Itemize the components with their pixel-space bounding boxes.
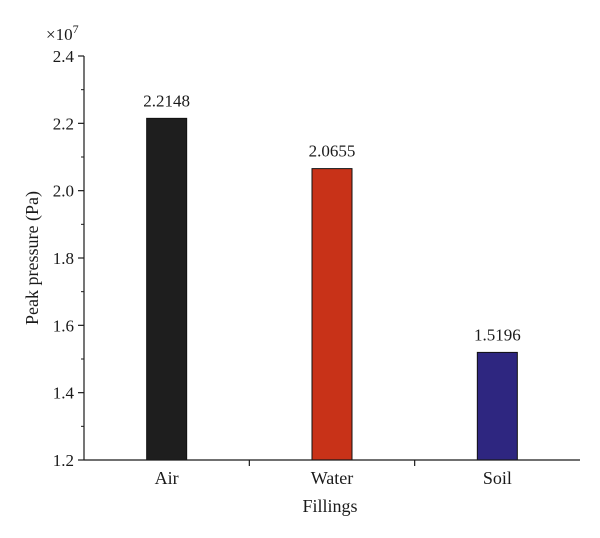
x-ticks-group: Air Water Soil bbox=[155, 460, 512, 488]
bar-soil bbox=[476, 351, 518, 461]
y-tick-label: 1.2 bbox=[53, 451, 74, 470]
y-tick-label: 2.0 bbox=[53, 182, 74, 201]
y-axis-multiplier: ×107 bbox=[46, 22, 79, 44]
x-axis-title: Fillings bbox=[302, 496, 357, 516]
bar-water bbox=[311, 168, 353, 461]
y-tick-label: 1.4 bbox=[53, 384, 75, 403]
y-ticks-group: 1.2 1.4 1.6 1.8 2.0 2.2 2.4 bbox=[53, 47, 84, 470]
x-tick-label-water: Water bbox=[311, 468, 354, 488]
data-labels-group: 2.2148 2.0655 1.5196 bbox=[143, 91, 520, 344]
y-axis-title: Peak pressure (Pa) bbox=[22, 191, 43, 325]
y-axis-multiplier-base: ×10 bbox=[46, 25, 73, 44]
bars-group bbox=[146, 117, 518, 461]
y-tick-label: 1.8 bbox=[53, 249, 74, 268]
x-tick-label-soil: Soil bbox=[483, 468, 512, 488]
x-tick-label-air: Air bbox=[155, 468, 179, 488]
y-axis-multiplier-exponent: 7 bbox=[73, 22, 79, 36]
y-tick-label: 2.2 bbox=[53, 114, 74, 133]
y-tick-label: 1.6 bbox=[53, 316, 74, 335]
data-label-soil: 1.5196 bbox=[474, 325, 521, 344]
y-tick-label: 2.4 bbox=[53, 47, 75, 66]
data-label-air: 2.2148 bbox=[143, 91, 190, 110]
bar-air bbox=[146, 117, 188, 461]
data-label-water: 2.0655 bbox=[309, 142, 356, 161]
